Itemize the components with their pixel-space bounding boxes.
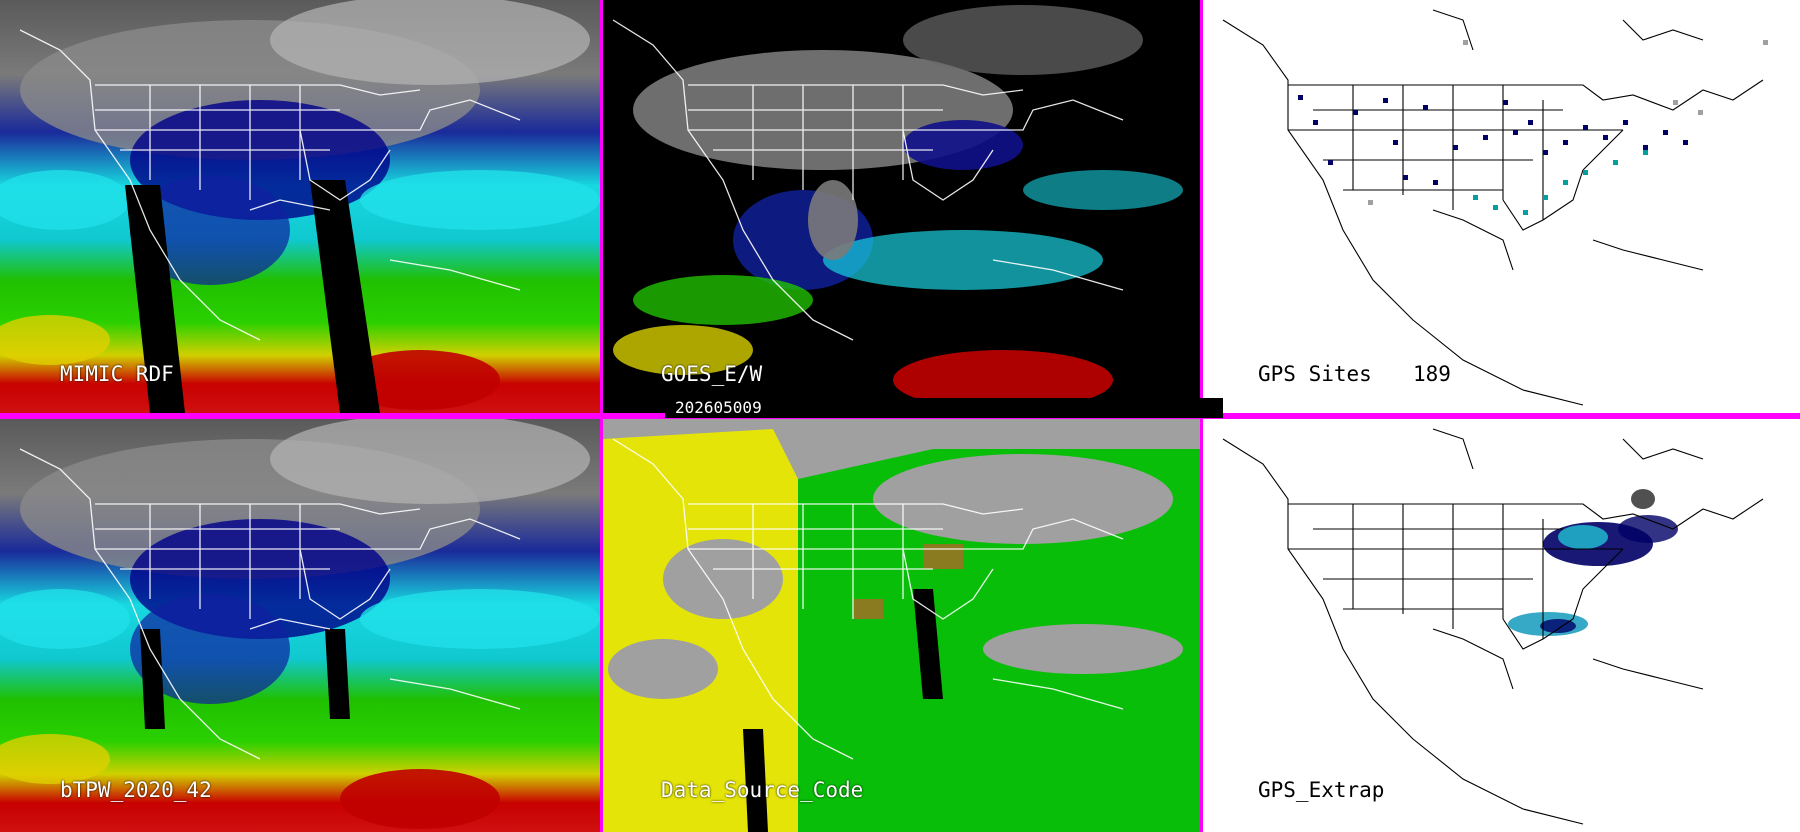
panel-label: GOES_E/W — [661, 362, 763, 386]
map-panel-btpw: bTPW_2020_42 — [0, 419, 600, 832]
tpw-map-image — [0, 0, 600, 413]
map-panel-data-source: Data_Source_Code — [603, 419, 1200, 832]
site-count: 189 — [1413, 362, 1451, 386]
map-panel-mimic-rdf: MIMIC RDF — [0, 0, 600, 413]
gps-site-markers — [1298, 40, 1768, 215]
goes-map-image — [603, 0, 1200, 413]
gps-extrap-map-image — [1203, 419, 1800, 832]
panel-label: GPS_Extrap — [1258, 778, 1385, 802]
map-panel-gps-extrap: GPS_Extrap — [1203, 419, 1800, 832]
panel-label: MIMIC RDF — [60, 362, 174, 386]
panel-label: GPS Sites — [1258, 362, 1372, 386]
data-source-map-image — [603, 419, 1200, 832]
separator-vertical-left — [600, 0, 603, 832]
map-panel-goes: GOES_E/W — [603, 0, 1200, 413]
panel-label: bTPW_2020_42 — [60, 778, 212, 802]
date-stamp: 202605009 — [665, 398, 1223, 418]
btpw-map-image — [0, 419, 600, 832]
map-panel-gps-sites: GPS Sites 189 — [1203, 0, 1800, 413]
panel-label: Data_Source_Code — [661, 778, 864, 802]
gps-sites-map-image — [1203, 0, 1800, 413]
